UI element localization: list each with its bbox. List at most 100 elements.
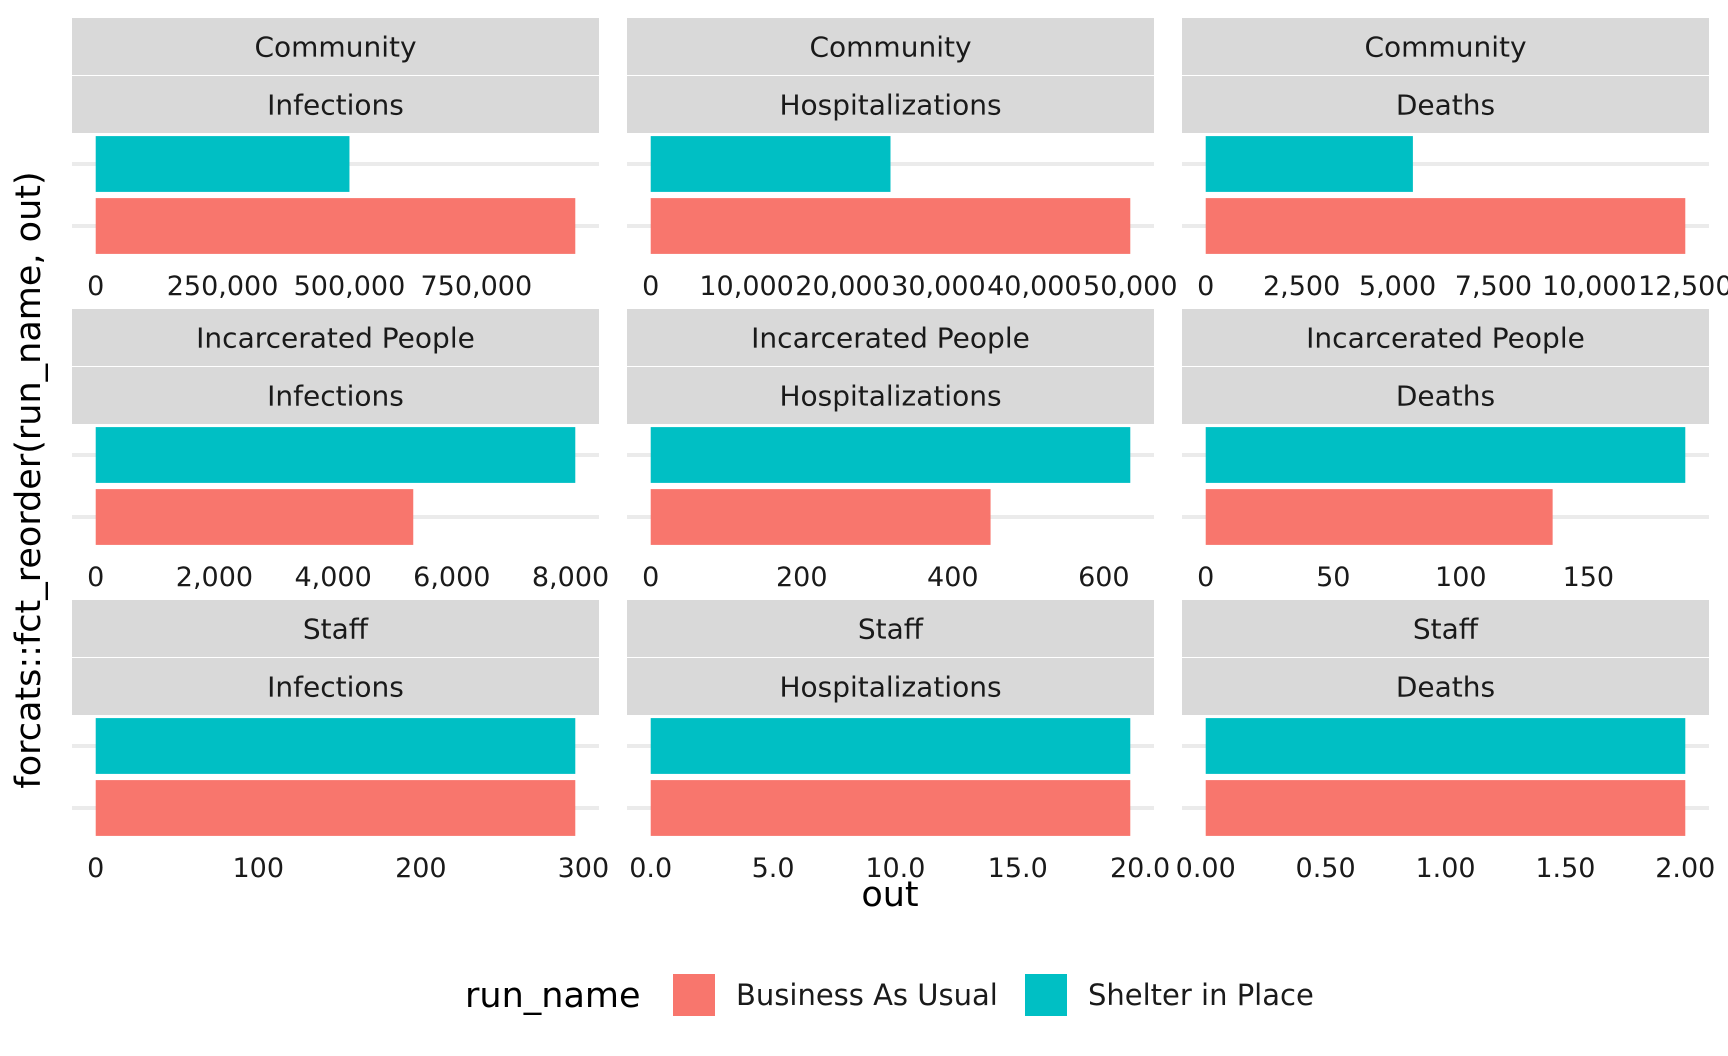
strip-top-label: Incarcerated People <box>1306 322 1585 355</box>
strip-top-bg <box>627 309 1154 366</box>
x-tick-label: 2.00 <box>1655 853 1715 884</box>
x-tick-label: 100 <box>1435 562 1487 593</box>
bar-business-as-usual <box>650 489 991 545</box>
strip-bottom-label: Hospitalizations <box>779 89 1001 122</box>
strip-bottom-label: Infections <box>267 671 404 704</box>
bar-business-as-usual <box>1205 780 1686 836</box>
bar-shelter-in-place <box>95 718 576 774</box>
x-tick-label: 10,000 <box>1542 271 1636 302</box>
strip-bottom-label: Deaths <box>1396 380 1495 413</box>
strip-bottom-label: Hospitalizations <box>779 671 1001 704</box>
x-tick-label: 5,000 <box>1359 271 1436 302</box>
strip-bottom-bg <box>72 76 599 133</box>
x-tick-label: 300 <box>558 853 610 884</box>
x-tick-label: 15.0 <box>988 853 1048 884</box>
x-tick-label: 200 <box>776 562 828 593</box>
x-tick-label: 0 <box>87 562 104 593</box>
x-tick-label: 7,500 <box>1455 271 1532 302</box>
legend-label-business-as-usual: Business As Usual <box>736 978 998 1012</box>
x-tick-label: 600 <box>1078 562 1130 593</box>
x-tick-label: 2,000 <box>176 562 253 593</box>
legend-key-business-as-usual <box>673 974 715 1016</box>
bar-business-as-usual <box>650 198 1131 254</box>
bar-shelter-in-place <box>650 427 1131 483</box>
strip-top-label: Staff <box>1413 613 1479 646</box>
strip-top-bg <box>627 18 1154 75</box>
strip-top-bg <box>72 600 599 657</box>
x-tick-label: 10.0 <box>865 853 925 884</box>
strip-bottom-label: Infections <box>267 380 404 413</box>
x-tick-label: 150 <box>1563 562 1615 593</box>
strip-top-label: Staff <box>303 613 369 646</box>
bar-business-as-usual <box>95 489 414 545</box>
strip-top-label: Incarcerated People <box>751 322 1030 355</box>
strip-bottom-label: Deaths <box>1396 671 1495 704</box>
strip-bottom-bg <box>627 367 1154 424</box>
strip-bottom-bg <box>627 658 1154 715</box>
x-tick-label: 0.50 <box>1296 853 1356 884</box>
bar-shelter-in-place <box>1205 136 1413 192</box>
x-tick-label: 1.00 <box>1415 853 1475 884</box>
strip-top-bg <box>1182 18 1709 75</box>
x-tick-label: 0 <box>642 562 659 593</box>
x-tick-label: 750,000 <box>420 271 532 302</box>
strip-bottom-bg <box>1182 76 1709 133</box>
x-tick-label: 50,000 <box>1083 271 1177 302</box>
strip-top-label: Community <box>809 31 971 64</box>
panel-community-infections: Community Infections 0 250,000 500,000 750,00… <box>72 18 599 302</box>
x-tick-label: 0 <box>1197 562 1214 593</box>
panel-community-deaths: Community Deaths 0 2,500 5,000 7,500 10,000 12,… <box>1182 18 1728 302</box>
x-tick-label: 250,000 <box>167 271 279 302</box>
strip-top-bg <box>1182 600 1709 657</box>
panel-community-hospitalizations: Community Hospitalizations 0 10,000 20,000 30… <box>627 18 1178 302</box>
legend-label-shelter-in-place: Shelter in Place <box>1088 978 1314 1012</box>
bar-shelter-in-place <box>95 136 350 192</box>
strip-bottom-bg <box>1182 367 1709 424</box>
strip-bottom-bg <box>72 367 599 424</box>
x-tick-label: 40,000 <box>987 271 1081 302</box>
x-tick-label: 20.0 <box>1110 853 1170 884</box>
x-tick-label: 0.00 <box>1176 853 1236 884</box>
strip-bottom-label: Deaths <box>1396 89 1495 122</box>
strip-top-label: Community <box>1364 31 1526 64</box>
bar-business-as-usual <box>650 780 1131 836</box>
panel-incarcerated-people-infections: Incarcerated People Infections 0 2,000 4,000… <box>72 309 609 593</box>
bar-business-as-usual <box>95 780 576 836</box>
strip-bottom-bg <box>1182 658 1709 715</box>
bar-shelter-in-place <box>650 718 1131 774</box>
strip-top-label: Incarcerated People <box>196 322 475 355</box>
strip-bottom-label: Infections <box>267 89 404 122</box>
y-axis-title: forcats::fct_reorder(run_name, out) <box>9 171 49 788</box>
strip-top-bg <box>627 600 1154 657</box>
panel-staff-infections: Staff Infections 0 100 200 300 <box>72 600 609 884</box>
strip-top-bg <box>1182 309 1709 366</box>
x-tick-label: 5.0 <box>752 853 795 884</box>
bar-shelter-in-place <box>1205 718 1686 774</box>
x-tick-label: 20,000 <box>795 271 889 302</box>
x-tick-label: 10,000 <box>699 271 793 302</box>
strip-top-label: Community <box>254 31 416 64</box>
x-tick-label: 12,500 <box>1638 271 1728 302</box>
x-tick-label: 0 <box>642 271 659 302</box>
x-tick-label: 2,500 <box>1263 271 1340 302</box>
strip-top-bg <box>72 18 599 75</box>
panel-staff-deaths: Staff Deaths 0.00 0.50 1.00 1.50 2.00 <box>1176 600 1715 884</box>
x-tick-label: 30,000 <box>891 271 985 302</box>
bar-business-as-usual <box>1205 198 1686 254</box>
facet-panels: Community Infections 0 250,000 500,000 750,00… <box>72 18 1728 884</box>
x-tick-label: 0 <box>87 853 104 884</box>
bar-shelter-in-place <box>1205 427 1686 483</box>
x-tick-label: 8,000 <box>532 562 609 593</box>
x-tick-label: 0.0 <box>629 853 672 884</box>
bar-business-as-usual <box>95 198 576 254</box>
x-tick-label: 6,000 <box>413 562 490 593</box>
bar-business-as-usual <box>1205 489 1553 545</box>
x-tick-label: 100 <box>233 853 285 884</box>
x-axis-title: out <box>861 875 918 915</box>
bar-shelter-in-place <box>650 136 891 192</box>
x-tick-label: 50 <box>1316 562 1350 593</box>
legend-key-shelter-in-place <box>1025 974 1067 1016</box>
x-tick-label: 500,000 <box>294 271 406 302</box>
legend: run_name Business As Usual Shelter in Pl… <box>465 974 1314 1016</box>
